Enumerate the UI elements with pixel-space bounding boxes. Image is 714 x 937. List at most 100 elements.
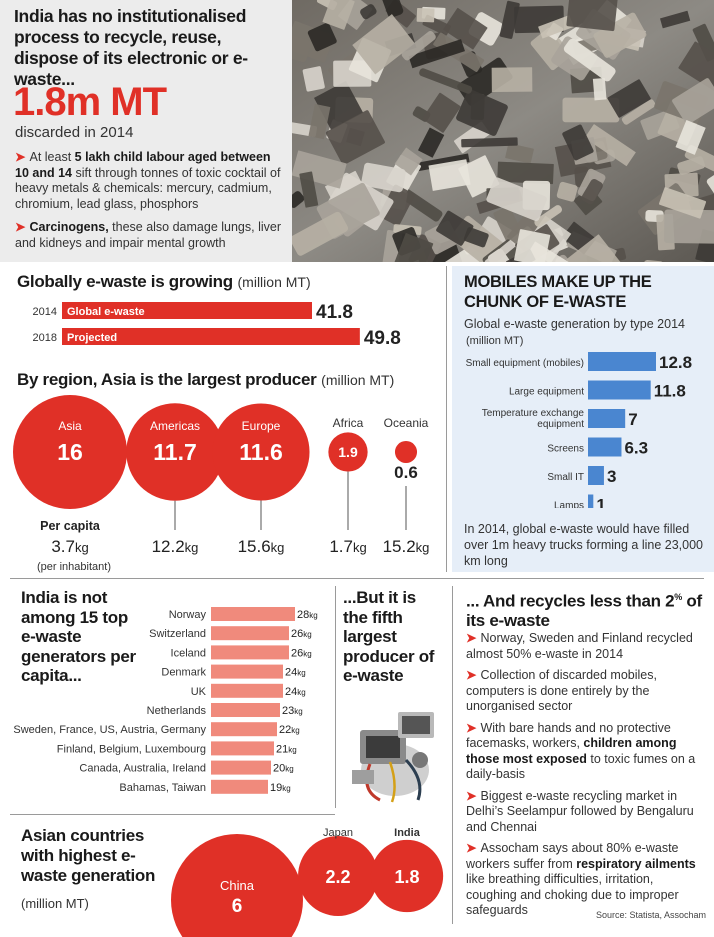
arrow-icon: ➤	[466, 841, 477, 855]
type-label: Large equipment	[509, 387, 584, 398]
region-value-label: 11.7	[153, 439, 197, 465]
source-note: Source: Statista, Assocham	[596, 910, 707, 920]
region-label: Asia	[58, 419, 82, 433]
arrow-icon: ➤	[15, 220, 26, 234]
country-label: Netherlands	[147, 705, 207, 717]
region-label: Americas	[150, 419, 200, 433]
country-bar	[211, 683, 283, 698]
divider	[10, 578, 704, 579]
divider	[335, 586, 336, 808]
type-value-label: 3	[607, 467, 616, 486]
region-bubble	[328, 432, 368, 472]
country-bar	[211, 664, 283, 679]
region-bubble	[13, 395, 127, 509]
global-bar-label: Projected	[67, 332, 117, 344]
type-value-label: 11.8	[654, 382, 686, 401]
type-label: Lamps	[554, 501, 584, 509]
fifth-title: ...But it is the fifth largest producer …	[343, 588, 435, 685]
asian-value-label: 2.2	[325, 867, 350, 887]
region-bubble-chart: Asia 16 3.7kg Americas 11.7 12.2kg Europe 11.6 1…	[13, 395, 430, 573]
country-value-label: 21kg	[276, 743, 297, 755]
country-label: Sweden, France, US, Austria, Germany	[13, 724, 206, 736]
region-label: Africa	[333, 416, 364, 430]
asian-bubble	[370, 839, 444, 913]
intro-big-number: 1.8m MT	[13, 80, 167, 124]
intro-headline: India has no institutionalised process t…	[14, 6, 248, 89]
global-bar	[62, 302, 312, 319]
global-bar-label: Global e-waste	[67, 306, 145, 318]
intro-panel: India has no institutionalised process t…	[0, 0, 292, 262]
recycle-bullet: ➤ Collection of discarded mobiles, comput…	[466, 668, 657, 713]
country-value-label: 19kg	[270, 782, 291, 794]
type-value-label: 1	[596, 496, 605, 509]
country-label: Bahamas, Taiwan	[119, 782, 206, 794]
percapita-value-label: 15.2kg	[383, 537, 430, 556]
type-label: Temperature exchange	[482, 408, 585, 419]
country-value-label: 26kg	[291, 628, 312, 640]
type-label: equipment	[537, 419, 584, 430]
country-value-label: 24kg	[285, 667, 306, 679]
computer-junk-icon	[352, 712, 434, 803]
mobiles-unit: (million MT)	[466, 335, 524, 347]
mobiles-panel: MOBILES MAKE UP THE CHUNK OF E-WASTE Glo…	[452, 266, 714, 572]
mobiles-note: In 2014, global e-waste would have fille…	[464, 522, 704, 568]
percapita-value-label: 3.7kg	[51, 537, 88, 556]
mobiles-title: MOBILES MAKE UP THE CHUNK OF E-WASTE	[464, 273, 652, 311]
asian-bubble-chart: China 6 Japan 2.2 India 1.8	[171, 827, 444, 937]
type-bar	[588, 466, 604, 485]
type-bar	[588, 494, 594, 508]
arrow-icon: ➤	[15, 150, 26, 164]
country-label: UK	[191, 686, 207, 698]
region-value-label: 16	[57, 439, 83, 465]
divider	[452, 586, 453, 924]
global-value-label: 49.8	[364, 328, 401, 349]
percapita-caption: (per inhabitant)	[37, 561, 111, 573]
recycle-title: ... And recycles less than 2% of its e-w…	[466, 591, 702, 631]
country-bar	[211, 626, 289, 641]
asian-unit: (million MT)	[21, 896, 89, 911]
region-value-label: 0.6	[394, 463, 418, 482]
country-bar	[211, 703, 280, 717]
type-value-label: 6.3	[624, 439, 648, 458]
asian-value-label: 1.8	[394, 867, 419, 887]
type-label: Small IT	[547, 472, 584, 483]
percapita-value-label: 12.2kg	[152, 537, 199, 556]
recycle-bullet: ➤ With bare hands and no protective facem…	[466, 720, 696, 782]
global-chart-title: Globally e-waste is growing (million MT)	[17, 272, 311, 291]
type-label: Screens	[547, 444, 584, 455]
asian-bubble	[298, 836, 378, 916]
country-label: Norway	[169, 609, 207, 621]
recycle-bullet: ➤ Assocham says about 80% e-waste workers…	[466, 841, 696, 917]
global-bar	[62, 328, 360, 345]
global-value-label: 41.8	[316, 302, 353, 323]
asian-country-label: China	[220, 878, 255, 893]
country-label: Iceland	[171, 647, 206, 659]
type-label: Small equipment (mobiles)	[466, 358, 584, 369]
type-bar	[588, 352, 656, 371]
divider	[446, 266, 447, 572]
region-label: Europe	[242, 419, 281, 433]
region-value-label: 1.9	[338, 444, 358, 460]
country-label: Denmark	[161, 667, 206, 679]
region-bubble	[212, 403, 310, 501]
asian-title: Asian countries with highest e-waste gen…	[21, 826, 156, 885]
intro-bullet: ➤ At least 5 lakh child labour aged betwe…	[15, 150, 281, 211]
percapita-value-label: 1.7kg	[329, 537, 366, 556]
region-value-label: 11.6	[239, 439, 283, 465]
arrow-icon: ➤	[466, 668, 477, 682]
type-bar	[588, 409, 626, 428]
country-label: Switzerland	[149, 628, 206, 640]
type-bar	[588, 380, 651, 400]
asian-country-label: India	[394, 827, 421, 839]
region-bubble	[394, 440, 418, 464]
recycle-bullet: ➤ Norway, Sweden and Finland recycled alm…	[466, 631, 693, 661]
type-value-label: 7	[628, 410, 637, 429]
country-label: Canada, Australia, Ireland	[79, 763, 206, 775]
arrow-icon: ➤	[466, 788, 477, 803]
arrow-icon: ➤	[466, 720, 477, 735]
divider	[10, 814, 335, 815]
global-bar-chart: 2014 Global e-waste 41.8 2018 Projected 49.8	[33, 302, 401, 349]
country-bar-chart: Norway 28kg Switzerland 26kg Iceland 26kg Denm…	[13, 607, 318, 794]
asian-country-label: Japan	[323, 827, 353, 839]
region-label: Oceania	[384, 416, 429, 430]
